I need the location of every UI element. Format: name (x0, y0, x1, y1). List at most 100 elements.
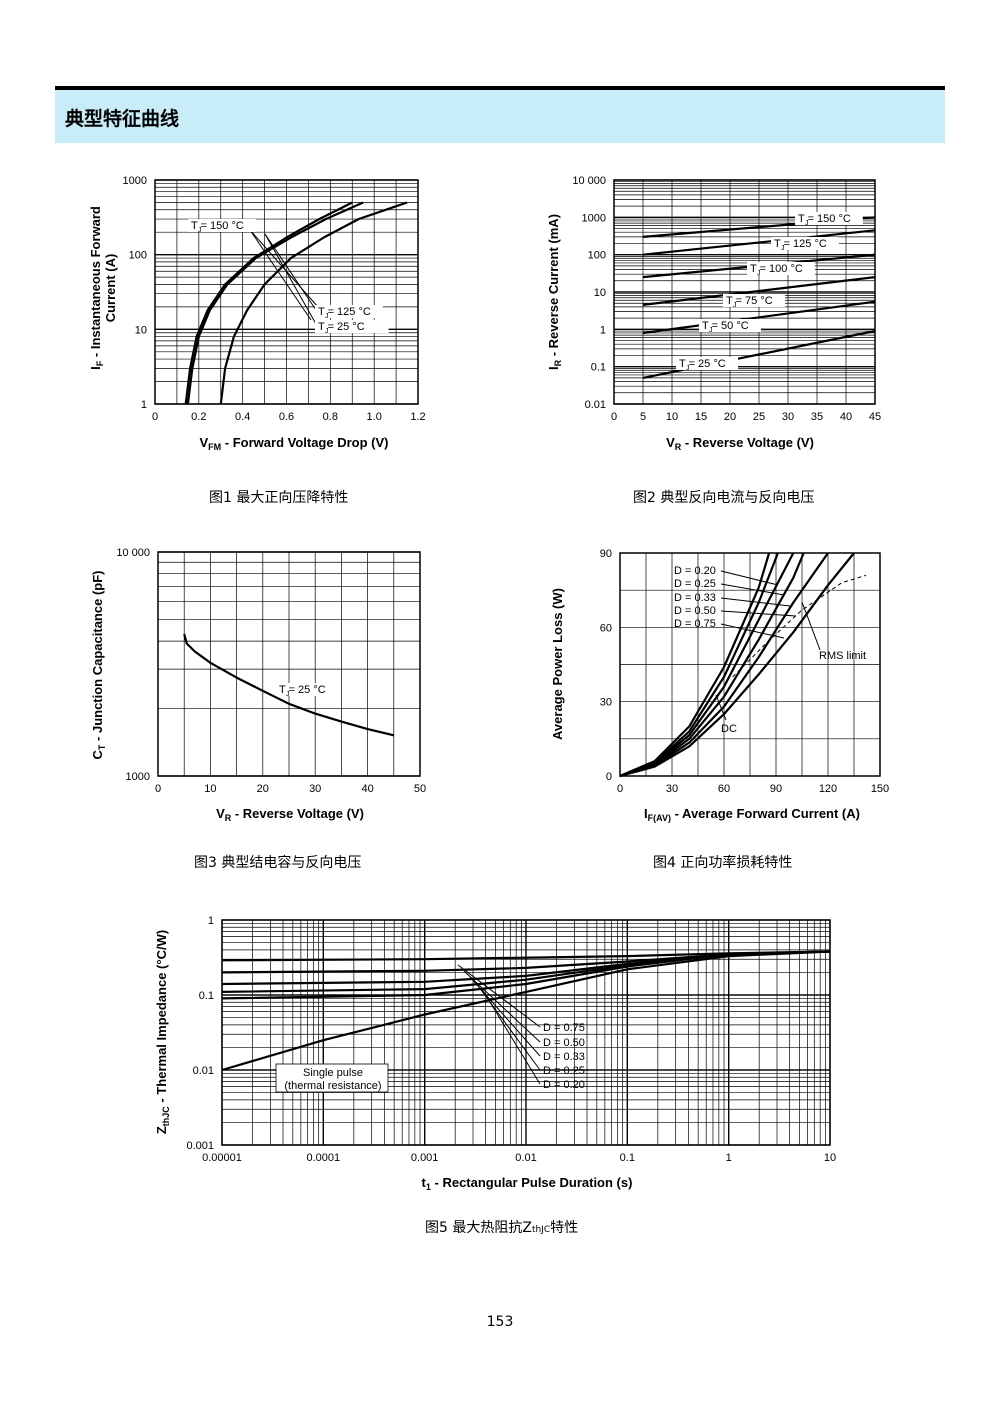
annotation-tj: T = 150 °C (798, 213, 851, 225)
y-tick-label: 0.1 (199, 990, 214, 1002)
annotation-leader (720, 583, 785, 596)
annotation-background (276, 683, 338, 696)
annotation-subscript: J (286, 691, 290, 698)
x-tick-label: 0 (617, 783, 623, 795)
annotation-duty-cycle: D = 0.25 (674, 578, 716, 590)
annotation-tj25: T = 25 °C (318, 321, 365, 333)
x-tick-label: 0.4 (235, 411, 250, 423)
y-tick-label: 10 (135, 324, 147, 336)
annotation-leader (720, 623, 785, 639)
series-line (642, 229, 876, 256)
y-tick-label: 0 (606, 771, 612, 783)
chart-annotations: D = 0.75 D = 0.50 D = 0.33 D = 0.25 D = 0.20… (275, 964, 585, 1093)
annotation-duty-cycle: D = 0.75 (674, 618, 716, 630)
annotation-background (699, 319, 761, 332)
annotation-tj125: T = 125 °C (318, 306, 371, 318)
annotation-leader (715, 694, 727, 721)
caption-fig4: 图4 正向功率损耗特性 (653, 855, 793, 871)
series-line (184, 201, 353, 405)
x-tick-label: 10 (204, 783, 216, 795)
chart-forward-voltage: 0 0.2 0.4 0.6 0.8 1.0 1.2 1 10 100 1000 T = 150 °C… (88, 175, 426, 452)
y-tick-label: 100 (588, 250, 606, 262)
y-tick-label: 1 (600, 324, 606, 336)
section-title: 典型特征曲线 (65, 108, 180, 130)
chart-tick-labels: 0 0.2 0.4 0.6 0.8 1.0 1.2 1 10 100 1000 (123, 175, 426, 423)
annotation-duty-cycle: D = 0.33 (543, 1051, 585, 1063)
annotation-background (188, 219, 256, 232)
annotation-subscript: J (805, 220, 809, 227)
y-tick-label: 1 (208, 915, 214, 927)
annotation-duty-cycle: D = 0.20 (674, 565, 716, 577)
series-line (221, 950, 831, 1000)
plot-frame (613, 179, 876, 405)
caption-fig5: 图5 最大热阻抗ZthJC特性 (425, 1220, 579, 1236)
series-line (183, 633, 395, 737)
x-tick-label: 20 (257, 783, 269, 795)
x-tick-label: 1 (726, 1152, 732, 1164)
x-tick-label: 5 (640, 411, 646, 423)
annotation-leader (457, 964, 541, 1028)
annotation-tj: T = 25 °C (679, 358, 726, 370)
annotation-background (315, 320, 389, 333)
x-tick-label: 30 (309, 783, 321, 795)
x-tick-label: 150 (871, 783, 889, 795)
annotation-leader (720, 570, 779, 586)
y-tick-label: 10 000 (116, 547, 150, 559)
series-line (642, 276, 876, 306)
annotation-background (676, 357, 738, 370)
annotation-leader (463, 970, 541, 1043)
annotation-tj: T = 100 °C (750, 263, 803, 275)
x-tick-label: 0.0001 (307, 1152, 341, 1164)
chart-grid (221, 919, 831, 1146)
plot-frame (157, 551, 421, 777)
annotation-duty-cycle: D = 0.33 (674, 592, 716, 604)
annotation-subscript: J (757, 270, 761, 277)
y-tick-label: 1 (141, 399, 147, 411)
annotation-single-pulse: Single pulse (303, 1067, 363, 1079)
plot-frame (619, 552, 881, 777)
x-tick-label: 60 (718, 783, 730, 795)
x-tick-label: 40 (361, 783, 373, 795)
y-tick-label: 60 (600, 622, 612, 634)
x-tick-label: 0.1 (620, 1152, 635, 1164)
annotation-leader (264, 233, 317, 311)
page-number: 153 (486, 1314, 514, 1330)
annotation-subscript: J (198, 227, 202, 234)
chart-grid (619, 552, 881, 777)
x-tick-label: 0.01 (515, 1152, 536, 1164)
y-tick-label: 0.1 (591, 362, 606, 374)
x-tick-label: 0.6 (279, 411, 294, 423)
series-line (186, 201, 364, 405)
chart-grid (154, 179, 419, 405)
y-axis-label: ZthJC - Thermal Impedance (°C/W) (154, 930, 171, 1134)
y-tick-label: 1000 (126, 771, 150, 783)
annotation-subscript: J (709, 327, 713, 334)
y-tick-label: 100 (129, 250, 147, 262)
chart-junction-capacitance: 0 10 20 30 40 50 1000 10 000 T = 25 °CJ VR - Re… (90, 547, 426, 823)
x-tick-label: 0 (155, 783, 161, 795)
chart-series (619, 552, 867, 778)
series-line (219, 201, 408, 405)
top-rule (55, 86, 945, 90)
annotation-box (275, 1063, 389, 1093)
caption-fig3: 图3 典型结电容与反向电压 (194, 855, 362, 871)
x-tick-label: 10 (824, 1152, 836, 1164)
x-tick-label: 0 (611, 411, 617, 423)
x-tick-label: 0 (152, 411, 158, 423)
annotation-leader (264, 233, 317, 325)
x-tick-label: 30 (782, 411, 794, 423)
chart-series (183, 633, 395, 737)
y-tick-label: 1000 (582, 212, 606, 224)
annotation-subscript: J (781, 245, 785, 252)
y-tick-label: 1000 (123, 175, 147, 187)
x-tick-label: 35 (811, 411, 823, 423)
x-tick-label: 90 (770, 783, 782, 795)
x-tick-label: 10 (666, 411, 678, 423)
x-tick-label: 25 (753, 411, 765, 423)
x-axis-label: VR - Reverse Voltage (V) (666, 435, 814, 452)
annotation-thermal-resistance: (thermal resistance) (284, 1080, 381, 1092)
annotation-duty-cycle: D = 0.25 (543, 1065, 585, 1077)
caption-fig1: 图1 最大正向压降特性 (209, 490, 349, 506)
chart-tick-labels: 0.00001 0.0001 0.001 0.01 0.1 1 10 0.001 0.01 0.1… (186, 915, 836, 1164)
